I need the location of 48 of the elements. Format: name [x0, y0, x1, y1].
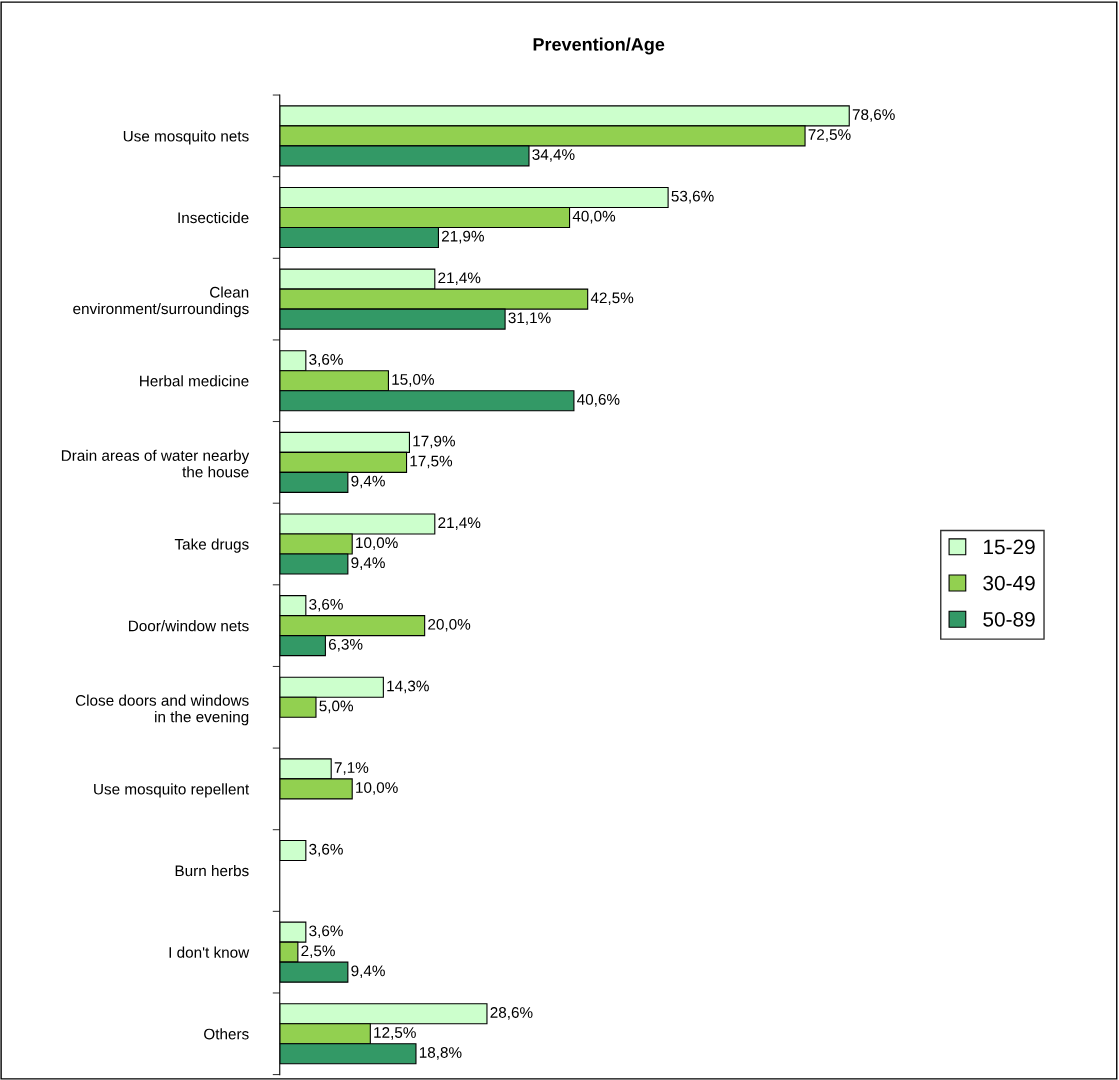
legend-label: 30-49 — [983, 575, 1035, 591]
data-label: 31,1% — [508, 312, 551, 326]
chart-title: Prevention/Age — [533, 37, 665, 55]
y-tick-label: Drain areas of water nearby the house — [61, 449, 250, 478]
data-label: 3,6% — [309, 354, 343, 367]
data-label: 28,6% — [490, 1007, 533, 1020]
data-label: 21,4% — [438, 517, 481, 530]
data-label: 10,0% — [356, 782, 398, 795]
y-tick-label: Close doors and windows in the evening — [75, 694, 249, 726]
data-label: 3,6% — [309, 843, 343, 857]
y-tick-label: Use mosquito nets — [123, 130, 249, 145]
data-label: 17,9% — [413, 435, 455, 449]
data-label: 10,0% — [356, 537, 398, 550]
y-tick-label: Others — [204, 1028, 249, 1040]
data-label: 21,4% — [438, 272, 481, 286]
data-label: 34,4% — [532, 149, 575, 162]
data-label: 15,0% — [392, 374, 434, 387]
data-label: 21,9% — [441, 230, 484, 244]
data-label: 53,6% — [671, 190, 714, 204]
data-label: 9,4% — [351, 557, 385, 570]
y-tick-label: Take drugs — [174, 538, 249, 553]
data-label: 3,6% — [309, 598, 343, 612]
data-label: 7,1% — [334, 762, 369, 775]
data-label: 6,3% — [328, 638, 363, 652]
data-label: 14,3% — [387, 680, 429, 694]
data-label: 9,4% — [351, 475, 385, 489]
data-label: 17,5% — [410, 455, 453, 469]
y-tick-label: Door/window nets — [129, 620, 249, 632]
y-tick-label: Herbal medicine — [140, 375, 249, 387]
y-tick-label: Insecticide — [178, 211, 249, 224]
legend-label: 15-29 — [984, 539, 1035, 555]
data-label: 78,6% — [852, 109, 895, 122]
data-label: 2,5% — [301, 945, 335, 959]
data-label: 12,5% — [374, 1027, 416, 1040]
y-tick-label: I don't know — [169, 946, 250, 958]
data-label: 40,6% — [577, 394, 620, 407]
data-label: 20,0% — [428, 618, 471, 632]
data-label: 18,8% — [419, 1047, 462, 1060]
data-label: 72,5% — [808, 129, 851, 142]
data-label: 3,6% — [309, 925, 343, 939]
data-label: 5,0% — [319, 700, 354, 714]
y-tick-label: Use mosquito repellent — [94, 783, 250, 798]
data-label: 9,4% — [351, 965, 385, 979]
data-label: 40,0% — [572, 210, 616, 224]
data-label: 42,5% — [590, 292, 634, 306]
y-tick-label: Clean environment/surroundings — [73, 286, 249, 318]
legend-label: 50-89 — [983, 611, 1035, 627]
y-tick-label: Burn herbs — [175, 864, 249, 877]
